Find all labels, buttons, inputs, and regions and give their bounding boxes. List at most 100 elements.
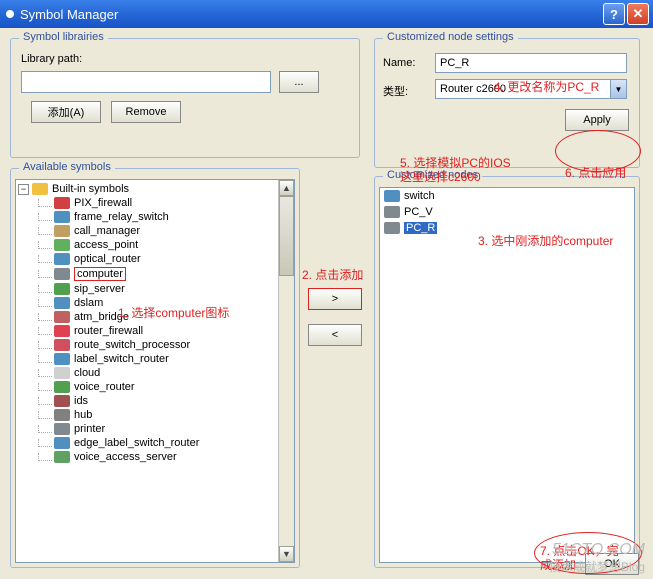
tree-line-icon [38, 270, 52, 278]
tree-item-label: access_point [74, 239, 138, 251]
customized-settings-groupbox: Customized node settings Name: PC_R 类型: … [374, 38, 640, 168]
tree-line-icon [38, 425, 52, 433]
content-area: Symbol librairies Library path: ... 添加(A… [0, 28, 653, 579]
symbol-icon [54, 451, 70, 463]
tree-item[interactable]: dslam [18, 296, 276, 310]
tree-item-label: route_switch_processor [74, 339, 190, 351]
collapse-icon[interactable]: − [18, 184, 29, 195]
ok-button[interactable]: OK [585, 553, 639, 575]
tree-item[interactable]: cloud [18, 366, 276, 380]
app-bullet-icon [6, 10, 14, 18]
libraries-groupbox: Symbol librairies Library path: ... 添加(A… [10, 38, 360, 158]
tree-item[interactable]: label_switch_router [18, 352, 276, 366]
tree-item-label: frame_relay_switch [74, 211, 169, 223]
tree-line-icon [38, 255, 52, 263]
tree-line-icon [38, 397, 52, 405]
help-button[interactable]: ? [603, 3, 625, 25]
tree-item[interactable]: access_point [18, 238, 276, 252]
folder-icon [32, 183, 48, 195]
tree-line-icon [38, 327, 52, 335]
tree-item[interactable]: atm_bridge [18, 310, 276, 324]
tree-item-label: PIX_firewall [74, 197, 132, 209]
add-library-button[interactable]: 添加(A) [31, 101, 101, 123]
tree-line-icon [38, 439, 52, 447]
tree-item-label: edge_label_switch_router [74, 437, 199, 449]
tree-line-icon [38, 199, 52, 207]
symbol-icon [54, 211, 70, 223]
customized-list-item[interactable]: switch [380, 188, 634, 204]
tree-line-icon [38, 313, 52, 321]
tree-line-icon [38, 213, 52, 221]
node-icon [384, 222, 400, 234]
type-select[interactable]: Router c2600 ▼ [435, 79, 627, 99]
tree-line-icon [38, 227, 52, 235]
tree-item-label: call_manager [74, 225, 140, 237]
symbol-icon [54, 437, 70, 449]
name-input[interactable]: PC_R [435, 53, 627, 73]
tree-item-label: voice_access_server [74, 451, 177, 463]
tree-item[interactable]: sip_server [18, 282, 276, 296]
symbol-icon [54, 283, 70, 295]
tree-item[interactable]: hub [18, 408, 276, 422]
tree-item[interactable]: printer [18, 422, 276, 436]
scroll-down-icon[interactable]: ▼ [279, 546, 294, 562]
title-bar: Symbol Manager ? ✕ [0, 0, 653, 28]
symbol-icon [54, 253, 70, 265]
transfer-remove-button[interactable]: < [308, 324, 362, 346]
symbol-icon [54, 367, 70, 379]
symbol-icon [54, 311, 70, 323]
symbol-icon [54, 353, 70, 365]
tree-scrollbar[interactable]: ▲ ▼ [278, 180, 294, 562]
tree-item[interactable]: optical_router [18, 252, 276, 266]
library-path-label: Library path: [21, 53, 82, 65]
tree-item[interactable]: router_firewall [18, 324, 276, 338]
symbol-icon [54, 297, 70, 309]
available-symbols-legend: Available symbols [19, 161, 115, 173]
tree-item[interactable]: voice_access_server [18, 450, 276, 464]
symbol-icon [54, 339, 70, 351]
symbol-icon [54, 423, 70, 435]
available-symbols-tree[interactable]: − Built-in symbols PIX_firewall frame_relay… [15, 179, 295, 563]
customized-list-item[interactable]: PC_R [380, 220, 634, 236]
symbol-icon [54, 268, 70, 280]
annotation-2: 2. 点击添加 [302, 266, 363, 283]
tree-item[interactable]: PIX_firewall [18, 196, 276, 210]
apply-button[interactable]: Apply [565, 109, 629, 131]
tree-item[interactable]: edge_label_switch_router [18, 436, 276, 450]
scroll-up-icon[interactable]: ▲ [279, 180, 294, 196]
browse-button[interactable]: ... [279, 71, 319, 93]
tree-item[interactable]: route_switch_processor [18, 338, 276, 352]
tree-line-icon [38, 285, 52, 293]
customized-nodes-list[interactable]: switch PC_V PC_R [379, 187, 635, 563]
scroll-thumb[interactable] [279, 196, 294, 276]
tree-item[interactable]: voice_router [18, 380, 276, 394]
tree-line-icon [38, 369, 52, 377]
tree-item-label: computer [74, 267, 126, 281]
customized-settings-legend: Customized node settings [383, 31, 518, 43]
tree-root[interactable]: − Built-in symbols [18, 182, 276, 196]
tree-item-label: atm_bridge [74, 311, 129, 323]
type-label: 类型: [383, 83, 408, 99]
tree-item[interactable]: ids [18, 394, 276, 408]
tree-item-label: label_switch_router [74, 353, 169, 365]
tree-line-icon [38, 453, 52, 461]
libraries-legend: Symbol librairies [19, 31, 108, 43]
dropdown-icon[interactable]: ▼ [610, 80, 626, 98]
tree-item[interactable]: computer [18, 266, 276, 282]
symbol-icon [54, 197, 70, 209]
customized-item-label: switch [404, 190, 435, 202]
customized-item-label: PC_V [404, 206, 433, 218]
customized-list-item[interactable]: PC_V [380, 204, 634, 220]
tree-root-label: Built-in symbols [52, 183, 129, 195]
close-button[interactable]: ✕ [627, 3, 649, 25]
library-path-input[interactable] [21, 71, 271, 93]
tree-item-label: hub [74, 409, 92, 421]
symbol-icon [54, 381, 70, 393]
tree-item[interactable]: call_manager [18, 224, 276, 238]
tree-line-icon [38, 411, 52, 419]
transfer-add-button[interactable]: > [308, 288, 362, 310]
tree-item-label: dslam [74, 297, 103, 309]
remove-library-button[interactable]: Remove [111, 101, 181, 123]
tree-item-label: cloud [74, 367, 100, 379]
tree-item[interactable]: frame_relay_switch [18, 210, 276, 224]
